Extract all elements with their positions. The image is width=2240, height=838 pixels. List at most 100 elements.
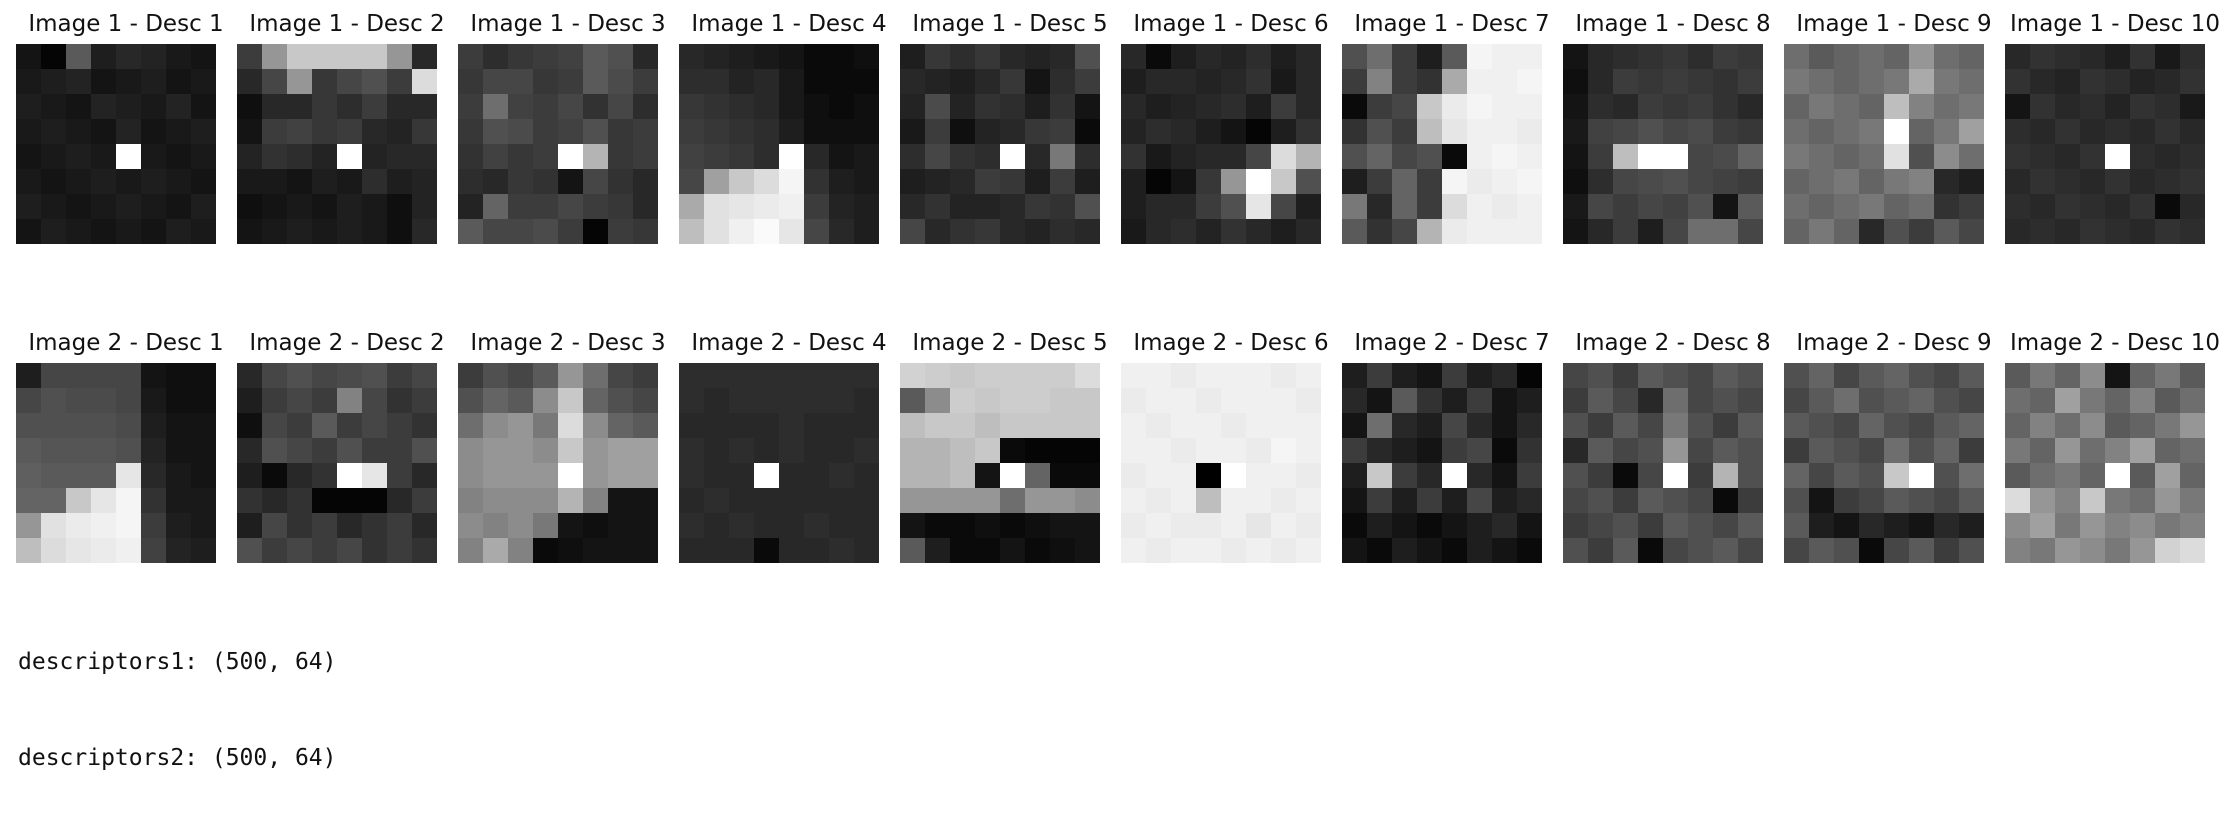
patch-cell — [608, 119, 633, 144]
patch-cell — [1784, 538, 1809, 563]
patch-cell — [779, 538, 804, 563]
patch-cell — [729, 219, 754, 244]
patch-cell — [533, 538, 558, 563]
patch-cell — [508, 44, 533, 69]
patch-cell — [1959, 463, 1984, 488]
patch-cell — [2030, 438, 2055, 463]
panel-image1-desc9: Image 1 - Desc 9 — [1784, 10, 2004, 244]
patch-cell — [508, 69, 533, 94]
patch-cell — [337, 363, 362, 388]
patch-cell — [679, 94, 704, 119]
patch-cell — [1467, 219, 1492, 244]
patch-cell — [2055, 513, 2080, 538]
patch-cell — [66, 413, 91, 438]
patch-cell — [900, 94, 925, 119]
patch-cell — [2130, 169, 2155, 194]
patch-cell — [16, 513, 41, 538]
patch-cell — [1859, 488, 1884, 513]
patch-cell — [1121, 513, 1146, 538]
patch-cell — [2180, 538, 2205, 563]
patch-cell — [483, 388, 508, 413]
descriptor-patch — [1784, 44, 1984, 244]
patch-cell — [1713, 219, 1738, 244]
patch-cell — [558, 144, 583, 169]
patch-cell — [1959, 144, 1984, 169]
patch-cell — [829, 194, 854, 219]
patch-cell — [1934, 194, 1959, 219]
patch-cell — [1859, 169, 1884, 194]
patch-cell — [1221, 169, 1246, 194]
patch-cell — [1367, 388, 1392, 413]
patch-cell — [1909, 119, 1934, 144]
patch-cell — [583, 219, 608, 244]
patch-cell — [1588, 413, 1613, 438]
patch-cell — [975, 363, 1000, 388]
patch-cell — [1884, 44, 1909, 69]
patch-cell — [558, 388, 583, 413]
patch-cell — [558, 538, 583, 563]
patch-cell — [1296, 388, 1321, 413]
patch-cell — [1909, 513, 1934, 538]
patch-cell — [1367, 194, 1392, 219]
patch-cell — [779, 513, 804, 538]
patch-cell — [2005, 363, 2030, 388]
patch-cell — [1859, 513, 1884, 538]
patch-cell — [729, 44, 754, 69]
patch-cell — [2005, 169, 2030, 194]
patch-cell — [412, 388, 437, 413]
patch-cell — [1909, 438, 1934, 463]
patch-cell — [1884, 94, 1909, 119]
patch-cell — [1367, 488, 1392, 513]
patch-cell — [166, 388, 191, 413]
patch-cell — [558, 363, 583, 388]
patch-cell — [1121, 363, 1146, 388]
patch-cell — [458, 69, 483, 94]
patch-cell — [16, 488, 41, 513]
patch-cell — [1342, 538, 1367, 563]
patch-cell — [116, 169, 141, 194]
patch-cell — [287, 513, 312, 538]
patch-cell — [66, 194, 91, 219]
panel-image1-desc6: Image 1 - Desc 6 — [1121, 10, 1341, 244]
patch-cell — [1834, 538, 1859, 563]
patch-cell — [287, 194, 312, 219]
patch-cell — [1909, 169, 1934, 194]
patch-cell — [633, 219, 658, 244]
patch-cell — [1442, 488, 1467, 513]
patch-cell — [1025, 69, 1050, 94]
patch-cell — [412, 513, 437, 538]
patch-cell — [1563, 219, 1588, 244]
patch-cell — [412, 538, 437, 563]
patch-cell — [1517, 488, 1542, 513]
patch-cell — [91, 169, 116, 194]
patch-cell — [412, 463, 437, 488]
patch-cell — [337, 219, 362, 244]
patch-cell — [925, 513, 950, 538]
patch-cell — [1271, 169, 1296, 194]
panel-title: Image 1 - Desc 10 — [2010, 11, 2220, 37]
patch-cell — [1271, 413, 1296, 438]
patch-cell — [2105, 538, 2130, 563]
patch-cell — [66, 169, 91, 194]
patch-cell — [533, 413, 558, 438]
patch-cell — [1738, 94, 1763, 119]
patch-cell — [1588, 44, 1613, 69]
patch-cell — [1442, 438, 1467, 463]
patch-cell — [1588, 488, 1613, 513]
patch-cell — [950, 219, 975, 244]
panel-title: Image 2 - Desc 4 — [691, 330, 887, 356]
patch-cell — [2080, 388, 2105, 413]
patch-cell — [483, 513, 508, 538]
patch-cell — [1588, 69, 1613, 94]
patch-cell — [925, 413, 950, 438]
patch-cell — [91, 194, 116, 219]
patch-cell — [558, 69, 583, 94]
patch-cell — [1075, 488, 1100, 513]
patch-cell — [1367, 363, 1392, 388]
patch-cell — [1442, 69, 1467, 94]
patch-cell — [1171, 194, 1196, 219]
patch-cell — [608, 538, 633, 563]
patch-cell — [1246, 513, 1271, 538]
patch-cell — [900, 169, 925, 194]
patch-cell — [1517, 363, 1542, 388]
